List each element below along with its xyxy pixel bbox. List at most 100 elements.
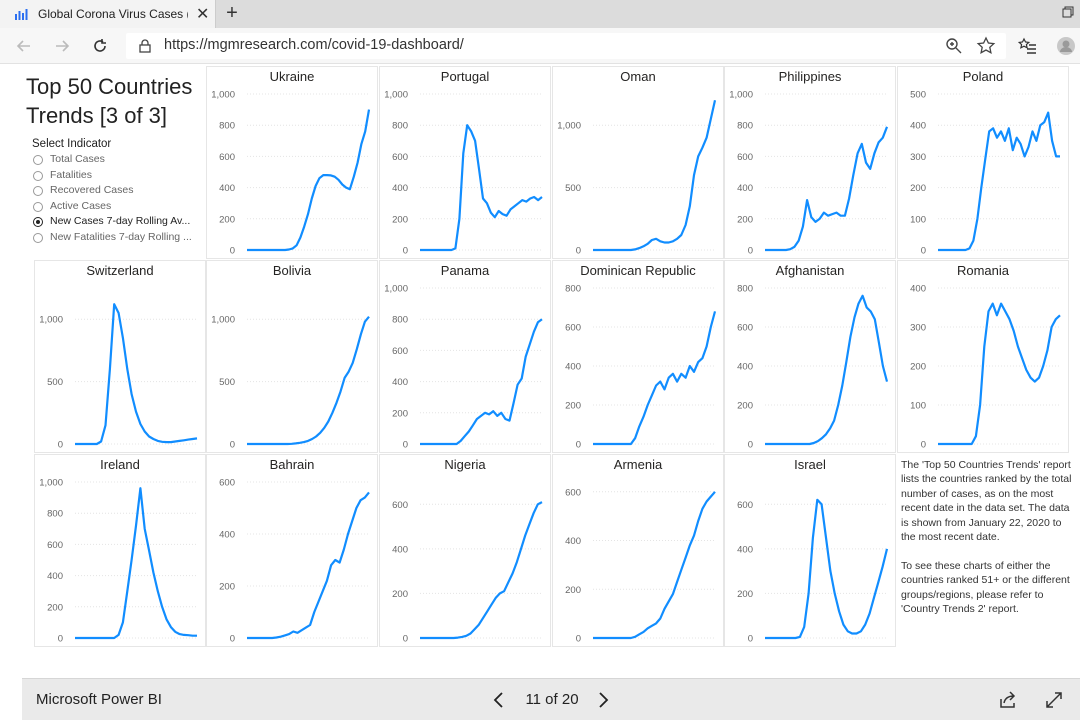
y-tick-label: 0: [921, 246, 926, 257]
series-line[interactable]: [247, 316, 370, 446]
chart-title: Ukraine: [269, 69, 315, 84]
y-tick-label: 200: [47, 602, 63, 613]
chart-title: Switzerland: [86, 263, 154, 278]
y-tick-label: 400: [392, 183, 408, 194]
series-line[interactable]: [420, 501, 543, 640]
series-line[interactable]: [420, 318, 543, 446]
country-chart[interactable]: 600 400 200 0 Bahrain: [206, 454, 378, 647]
series-line[interactable]: [765, 294, 889, 446]
series-line[interactable]: [938, 111, 1060, 252]
country-chart[interactable]: 800 600 400 200 0 Afghanistan: [724, 260, 896, 453]
slicer-option[interactable]: Fatalities: [32, 169, 200, 185]
line-chart-plot: 1,000 800 600 400 200 0: [729, 90, 889, 257]
y-tick-label: 400: [392, 377, 408, 388]
country-chart[interactable]: 1,000 800 600 400 200 0 Ireland: [34, 454, 206, 647]
series-line[interactable]: [593, 491, 716, 640]
y-tick-label: 400: [737, 362, 753, 373]
country-chart[interactable]: 600 400 200 0 Nigeria: [379, 454, 551, 647]
back-arrow-icon[interactable]: [14, 36, 34, 56]
y-tick-label: 0: [58, 634, 63, 645]
country-chart[interactable]: 1,000 500 0 Bolivia: [206, 260, 378, 453]
series-line[interactable]: [765, 126, 889, 252]
y-tick-label: 200: [737, 214, 753, 225]
refresh-icon[interactable]: [90, 36, 110, 56]
country-chart[interactable]: 500 400 300 200 100 0 Poland: [897, 66, 1069, 259]
favorite-star-icon[interactable]: [976, 36, 996, 56]
address-bar[interactable]: https://mgmresearch.com/covid-19-dashboa…: [126, 33, 1006, 59]
y-tick-label: 1,000: [211, 90, 235, 101]
country-chart[interactable]: 1,000 500 0 Switzerland: [34, 260, 206, 453]
slicer-option-label: Fatalities: [50, 168, 93, 181]
series-line[interactable]: [765, 498, 889, 640]
y-tick-label: 400: [219, 530, 235, 541]
y-tick-label: 400: [910, 284, 926, 295]
series-line[interactable]: [247, 109, 371, 252]
line-chart-plot: 600 400 200 0: [392, 500, 543, 645]
browser-tab[interactable]: Global Corona Virus Cases (Covid ✕: [0, 0, 216, 28]
line-chart-plot: 1,000 800 600 400 200 0: [384, 90, 543, 257]
url-text: https://mgmresearch.com/covid-19-dashboa…: [164, 37, 464, 53]
previous-page-icon[interactable]: [492, 692, 506, 708]
slicer-option[interactable]: New Cases 7-day Rolling Av...: [32, 215, 200, 231]
series-line[interactable]: [75, 303, 198, 446]
chart-title: Oman: [620, 69, 656, 84]
country-chart[interactable]: 1,000 800 600 400 200 0 Panama: [379, 260, 551, 453]
series-line[interactable]: [247, 491, 370, 640]
line-chart-plot: 1,000 500 0: [211, 315, 370, 451]
forward-arrow-icon[interactable]: [52, 36, 72, 56]
radio-button-icon[interactable]: [33, 170, 43, 181]
country-chart[interactable]: 400 300 200 100 0 Romania: [897, 260, 1069, 453]
slicer-option-label: Total Cases: [50, 153, 105, 165]
share-icon[interactable]: [998, 690, 1018, 710]
y-tick-label: 0: [230, 440, 235, 451]
country-chart[interactable]: 1,000 800 600 400 200 0 Ukraine: [206, 66, 378, 259]
country-chart[interactable]: 600 400 200 0 Israel: [724, 454, 896, 647]
line-chart-plot: 1,000 500 0: [39, 303, 198, 451]
line-chart-plot: 1,000 500 0: [557, 99, 717, 257]
y-tick-label: 600: [565, 323, 581, 334]
country-chart[interactable]: 1,000 800 600 400 200 0 Philippines: [724, 66, 896, 259]
series-line[interactable]: [420, 124, 543, 252]
description-paragraph-1: The 'Top 50 Countries Trends' report lis…: [901, 459, 1072, 544]
y-tick-label: 800: [392, 315, 408, 326]
close-tab-icon[interactable]: ✕: [196, 6, 210, 23]
restore-window-icon[interactable]: [1062, 6, 1074, 18]
radio-button-icon[interactable]: [33, 232, 43, 243]
slicer-option[interactable]: New Fatalities 7-day Rolling ...: [32, 231, 200, 247]
lock-icon[interactable]: [138, 39, 152, 53]
power-bi-favicon-icon: [15, 9, 28, 20]
zoom-icon[interactable]: [944, 36, 964, 56]
slicer-option[interactable]: Total Cases: [32, 153, 200, 169]
y-tick-label: 1,000: [39, 315, 63, 326]
y-tick-label: 100: [910, 401, 926, 412]
favorites-list-icon[interactable]: [1018, 36, 1038, 56]
fullscreen-icon[interactable]: [1044, 690, 1064, 710]
y-tick-label: 0: [230, 246, 235, 257]
radio-button-icon[interactable]: [33, 155, 43, 165]
chart-title: Nigeria: [444, 457, 486, 472]
country-chart[interactable]: 1,000 800 600 400 200 0 Portugal: [379, 66, 551, 259]
y-tick-label: 1,000: [729, 90, 753, 101]
series-line[interactable]: [75, 487, 197, 640]
country-chart[interactable]: 1,000 500 0 Oman: [552, 66, 724, 259]
series-line[interactable]: [593, 311, 717, 446]
next-page-icon[interactable]: [596, 692, 610, 708]
series-line[interactable]: [593, 99, 717, 252]
radio-button-icon[interactable]: [33, 217, 43, 228]
line-chart-plot: 800 600 400 200 0: [565, 284, 717, 451]
new-tab-icon[interactable]: +: [226, 2, 238, 24]
country-chart[interactable]: 600 400 200 0 Armenia: [552, 454, 724, 647]
y-tick-label: 0: [748, 440, 753, 451]
y-tick-label: 800: [219, 121, 235, 132]
y-tick-label: 0: [230, 634, 235, 645]
slicer-option[interactable]: Active Cases: [32, 200, 200, 216]
series-line[interactable]: [938, 302, 1061, 446]
profile-avatar-icon[interactable]: [1056, 36, 1076, 56]
radio-button-icon[interactable]: [33, 201, 43, 212]
radio-button-icon[interactable]: [33, 186, 43, 197]
slicer-option[interactable]: Recovered Cases: [32, 184, 200, 200]
y-tick-label: 800: [737, 121, 753, 132]
y-tick-label: 400: [737, 183, 753, 194]
country-chart[interactable]: 800 600 400 200 0 Dominican Republic: [552, 260, 724, 453]
chart-title: Bolivia: [272, 263, 312, 278]
